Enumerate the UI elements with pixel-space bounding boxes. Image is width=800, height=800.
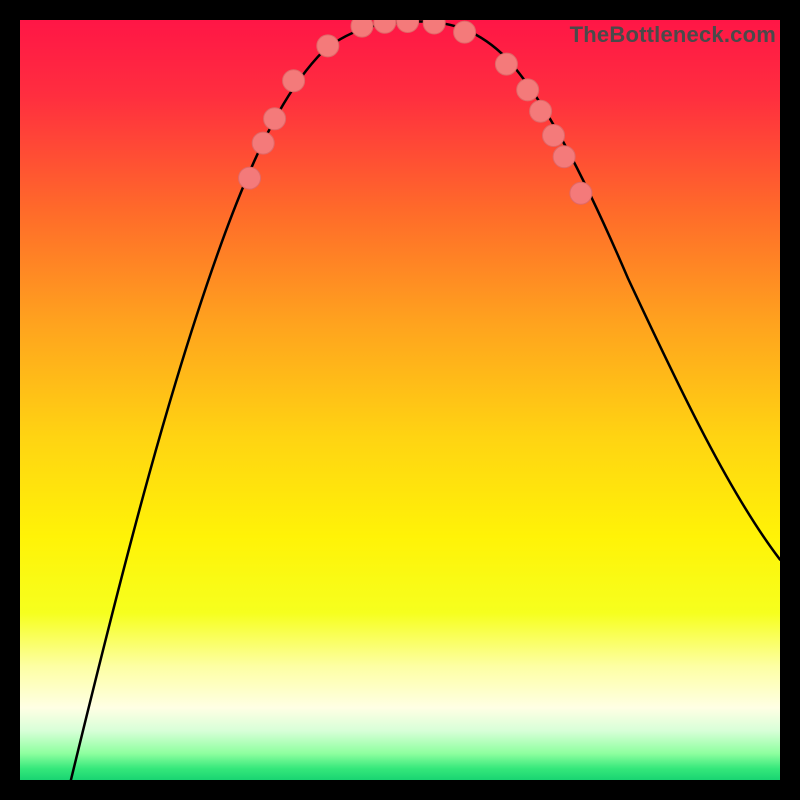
data-marker [495,53,517,75]
data-marker [570,182,592,204]
data-marker [252,132,274,154]
data-marker [553,146,575,168]
chart-frame: TheBottleneck.com [0,0,800,800]
data-marker [543,125,565,147]
data-marker [530,100,552,122]
data-marker [283,70,305,92]
gradient-background [20,20,780,780]
data-marker [351,20,373,37]
data-marker [239,167,261,189]
data-marker [264,108,286,130]
data-marker [454,21,476,43]
data-marker [517,79,539,101]
bottleneck-curve-chart [20,20,780,780]
watermark-label: TheBottleneck.com [570,22,776,48]
plot-area [20,20,780,780]
data-marker [317,35,339,57]
